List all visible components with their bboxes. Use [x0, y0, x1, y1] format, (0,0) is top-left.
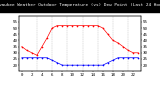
Text: Milwaukee Weather Outdoor Temperature (vs) Dew Point (Last 24 Hours): Milwaukee Weather Outdoor Temperature (v…	[0, 3, 160, 7]
